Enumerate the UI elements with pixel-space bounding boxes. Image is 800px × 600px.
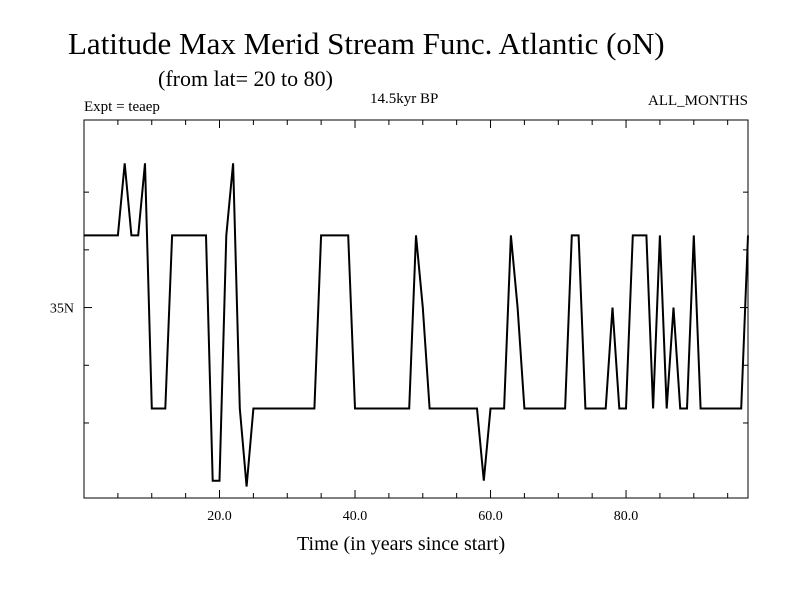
y-tick-label: 35N [50,302,74,317]
series-group [84,163,749,487]
months-label: ALL_MONTHS [648,93,748,109]
series-line [84,163,749,487]
chart-subtitle: (from lat= 20 to 80) [158,66,333,91]
experiment-label: Expt = teaep [84,99,160,115]
x-tick-label: 60.0 [478,509,503,524]
tick-label-group: 20.0 40.0 60.0 80.0 35N [50,302,638,524]
x-axis-label: Time (in years since start) [297,533,506,555]
x-tick-label: 40.0 [343,509,368,524]
tick-group [84,120,748,498]
chart-title: Latitude Max Merid Stream Func. Atlantic… [68,26,665,61]
x-tick-label: 20.0 [207,509,232,524]
plot-frame [83,119,749,499]
era-label: 14.5kyr BP [370,91,439,107]
x-tick-label: 80.0 [614,509,639,524]
